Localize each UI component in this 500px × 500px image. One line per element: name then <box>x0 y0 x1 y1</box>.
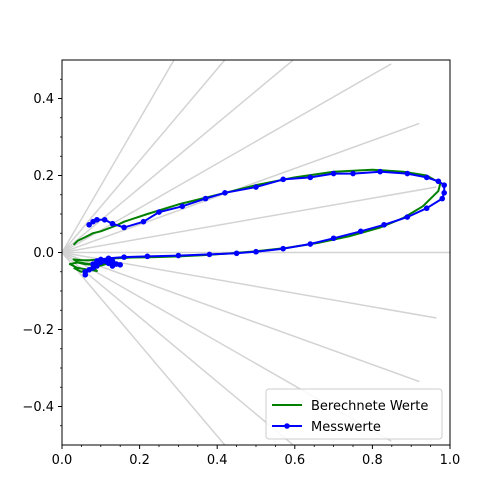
x-tick-label: 0.0 <box>52 453 73 468</box>
data-point <box>331 235 337 241</box>
legend-marker-messwerte <box>284 423 290 429</box>
data-point <box>82 272 88 278</box>
y-tick-label: 0.0 <box>33 246 54 261</box>
data-point <box>358 229 364 235</box>
data-point <box>280 246 286 252</box>
data-point <box>308 241 314 247</box>
data-point <box>381 222 387 228</box>
data-point <box>145 254 151 260</box>
data-point <box>179 204 185 210</box>
y-tick-label: −0.4 <box>22 400 54 415</box>
data-point <box>377 169 383 175</box>
data-point <box>405 214 411 220</box>
x-tick-label: 1.0 <box>440 453 461 468</box>
legend-label-messwerte: Messwerte <box>311 420 381 435</box>
data-point <box>234 250 240 256</box>
data-point <box>405 171 411 177</box>
x-tick-label: 0.8 <box>362 453 383 468</box>
data-point <box>441 182 447 188</box>
data-point <box>308 175 314 181</box>
legend: Berechnete Werte Messwerte <box>266 389 442 439</box>
data-point <box>331 171 337 177</box>
y-tick-label: 0.4 <box>33 92 54 107</box>
data-point <box>253 249 259 255</box>
y-tick-label: 0.2 <box>33 169 54 184</box>
data-point <box>441 190 447 196</box>
data-point <box>436 178 442 184</box>
data-point <box>102 217 108 223</box>
data-point <box>121 254 127 260</box>
data-point <box>110 221 116 227</box>
data-point <box>94 217 100 223</box>
data-point <box>203 196 209 202</box>
data-point <box>117 262 123 268</box>
data-point <box>424 205 430 211</box>
data-point <box>222 190 228 196</box>
y-tick-label: −0.2 <box>22 323 54 338</box>
x-tick-label: 0.2 <box>129 453 150 468</box>
data-point <box>106 260 112 266</box>
data-point <box>207 252 213 258</box>
data-point <box>439 196 445 202</box>
x-tick-label: 0.6 <box>284 453 305 468</box>
data-point <box>176 253 182 259</box>
data-point <box>141 219 147 225</box>
data-point <box>280 177 286 183</box>
legend-label-berechnete: Berechnete Werte <box>311 399 428 414</box>
data-point <box>253 184 259 190</box>
data-point <box>350 171 356 177</box>
x-tick-label: 0.4 <box>207 453 228 468</box>
data-point <box>424 175 430 181</box>
data-point <box>121 225 127 231</box>
data-point <box>156 209 162 215</box>
